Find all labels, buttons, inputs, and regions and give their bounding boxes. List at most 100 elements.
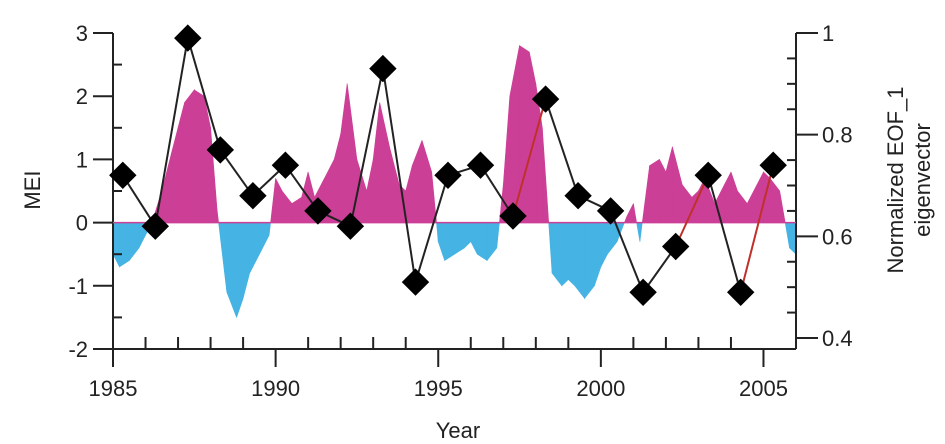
eof-diamond-marker bbox=[629, 278, 657, 307]
mei-positive-area bbox=[379, 102, 390, 223]
mei-negative-area bbox=[259, 222, 270, 255]
eof-diamond-marker bbox=[661, 232, 690, 261]
eof-diamond-marker bbox=[206, 136, 235, 164]
mei-positive-area bbox=[281, 190, 293, 223]
mei-positive-area bbox=[366, 159, 374, 223]
mei-negative-area bbox=[551, 222, 563, 287]
mei-positive-area bbox=[340, 83, 348, 223]
x-tick-label: 1995 bbox=[414, 376, 463, 401]
mei-positive-area bbox=[405, 165, 413, 223]
mei-positive-area bbox=[372, 102, 381, 223]
mei-positive-area bbox=[411, 140, 423, 223]
x-tick-label: 2000 bbox=[576, 376, 625, 401]
mei-negative-area bbox=[444, 222, 455, 262]
mei-negative-area bbox=[607, 222, 618, 256]
mei-negative-area bbox=[129, 222, 140, 262]
eof-line-segment bbox=[186, 37, 222, 151]
eof-line-segment bbox=[349, 68, 384, 227]
mei-positive-area bbox=[681, 183, 693, 223]
mei-negative-area bbox=[548, 222, 553, 274]
mei-negative-area bbox=[486, 222, 498, 262]
mei-positive-area bbox=[626, 203, 634, 223]
mei-negative-area bbox=[600, 222, 608, 267]
eof-diamond-marker bbox=[109, 161, 137, 190]
y-left-tick-label: 0 bbox=[76, 211, 88, 236]
mei-positive-area bbox=[724, 171, 732, 223]
eof-line-segment bbox=[707, 175, 742, 293]
mei-negative-area bbox=[470, 222, 478, 255]
eof-diamond-marker bbox=[271, 151, 300, 179]
y-right-axis-title-line2: eigenvector bbox=[910, 123, 935, 237]
y-right-tick-label: 0.8 bbox=[822, 123, 853, 148]
mei-negative-area bbox=[639, 222, 643, 242]
y-right-tick-label: 0.6 bbox=[822, 224, 853, 249]
eof-marker-layer bbox=[109, 24, 787, 307]
mei-negative-area bbox=[567, 222, 576, 287]
y-left-tick-label: 3 bbox=[76, 21, 88, 46]
mei-negative-area bbox=[249, 222, 260, 274]
eof-diamond-marker bbox=[401, 268, 430, 296]
mei-negative-area bbox=[242, 222, 250, 299]
eof-line-segment bbox=[381, 68, 417, 283]
mei-negative-area bbox=[463, 222, 472, 249]
mei-negative-area bbox=[268, 222, 271, 236]
mei-positive-area bbox=[737, 190, 748, 223]
eof-line-segment bbox=[544, 98, 580, 196]
mei-positive-area bbox=[672, 146, 683, 223]
eof-line-segment bbox=[414, 175, 449, 283]
mei-positive-area bbox=[194, 89, 205, 223]
mei-negative-area bbox=[236, 222, 244, 318]
mei-positive-area bbox=[519, 45, 530, 223]
eof-line-segment bbox=[512, 98, 547, 217]
y-left-tick-label: -1 bbox=[68, 274, 88, 299]
mei-positive-area bbox=[746, 184, 758, 223]
mei-positive-area bbox=[623, 216, 628, 223]
mei-negative-area bbox=[561, 222, 569, 287]
mei-positive-area bbox=[421, 140, 433, 223]
mei-negative-area bbox=[636, 222, 641, 242]
mei-negative-area bbox=[594, 222, 602, 286]
eof-diamond-marker bbox=[141, 212, 170, 240]
mei-negative-area bbox=[226, 222, 237, 318]
y-right-tick-label: 0.4 bbox=[822, 326, 853, 351]
eof-diamond-marker bbox=[564, 181, 592, 210]
eof-diamond-marker bbox=[239, 181, 267, 210]
y-left-tick-label: 2 bbox=[76, 84, 88, 109]
eof-diamond-marker bbox=[466, 151, 495, 179]
tick-label-layer: 3 2 1 0 -1 -2 1 0.8 0.6 0.4 1985 1990 1995 2000 2005 bbox=[68, 21, 852, 401]
eof-diamond-marker bbox=[726, 278, 755, 307]
y-left-tick-label: -2 bbox=[68, 337, 88, 362]
mei-negative-area bbox=[218, 222, 228, 293]
axes-layer bbox=[93, 32, 818, 367]
y-right-tick-label: 1 bbox=[822, 21, 834, 46]
mei-positive-area bbox=[633, 203, 637, 223]
mei-negative-area bbox=[496, 222, 500, 248]
mei-negative-area bbox=[476, 222, 488, 262]
mei-positive-area bbox=[649, 158, 660, 223]
x-tick-label: 2005 bbox=[739, 376, 788, 401]
eof-line-segment bbox=[479, 164, 514, 217]
mei-positive-area bbox=[291, 196, 302, 223]
eof-diamond-marker bbox=[174, 24, 202, 52]
eof-diamond-marker bbox=[759, 151, 787, 179]
y-left-axis-title: MEI bbox=[20, 170, 45, 209]
eof-line-segment bbox=[609, 210, 645, 293]
eof-line-segment bbox=[154, 37, 189, 227]
mei-positive-area bbox=[333, 134, 342, 223]
mei-negative-area bbox=[584, 222, 595, 300]
eof-diamond-marker bbox=[336, 212, 365, 240]
mei-positive-area bbox=[541, 127, 550, 223]
eof-diamond-marker bbox=[369, 54, 397, 83]
eof-line-segment bbox=[674, 174, 710, 247]
eof-line-segment bbox=[121, 174, 157, 227]
mei-positive-area bbox=[171, 127, 179, 223]
mei-negative-area bbox=[119, 222, 130, 268]
mei-positive-area bbox=[769, 177, 781, 223]
eof-line-segment bbox=[739, 164, 775, 293]
mei-positive-area bbox=[779, 190, 786, 223]
eof-diamond-marker bbox=[499, 202, 527, 230]
mei-negative-area bbox=[574, 222, 585, 300]
mei-negative-area bbox=[784, 222, 790, 248]
eof-diamond-marker bbox=[304, 197, 332, 225]
